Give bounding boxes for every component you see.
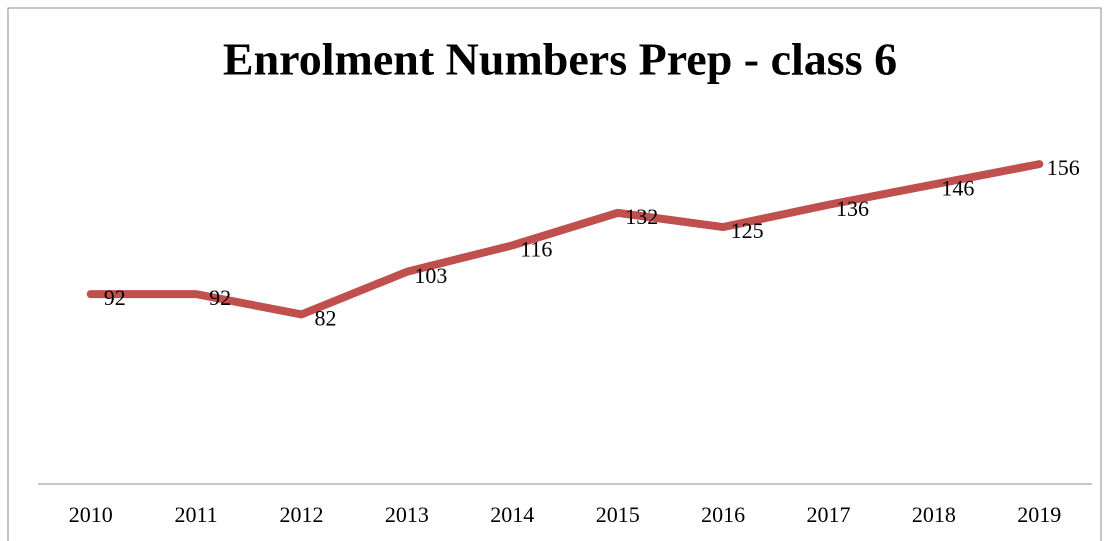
chart-title: Enrolment Numbers Prep - class 6: [223, 34, 897, 85]
data-label: 156: [1047, 155, 1080, 180]
data-label: 92: [209, 285, 231, 310]
data-label: 103: [414, 263, 447, 288]
x-tick-label: 2016: [701, 502, 745, 527]
x-tick-label: 2015: [596, 502, 640, 527]
x-tick-label: 2017: [807, 502, 851, 527]
data-label: 116: [520, 236, 552, 261]
line: [86, 160, 1044, 319]
data-label: 136: [836, 196, 869, 221]
x-tick-label: 2014: [490, 502, 534, 527]
data-label: 132: [625, 204, 658, 229]
data-label: 146: [941, 175, 974, 200]
x-tick-label: 2013: [385, 502, 429, 527]
x-tick-label: 2012: [280, 502, 324, 527]
data-label: 92: [104, 285, 126, 310]
chart-border: [7, 7, 1102, 541]
x-tick-label: 2011: [175, 502, 218, 527]
x-tick-label: 2019: [1017, 502, 1061, 527]
x-tick-label: 2018: [912, 502, 956, 527]
data-label: 125: [731, 218, 764, 243]
x-tick-label: 2010: [69, 502, 113, 527]
data-label: 82: [315, 305, 337, 330]
